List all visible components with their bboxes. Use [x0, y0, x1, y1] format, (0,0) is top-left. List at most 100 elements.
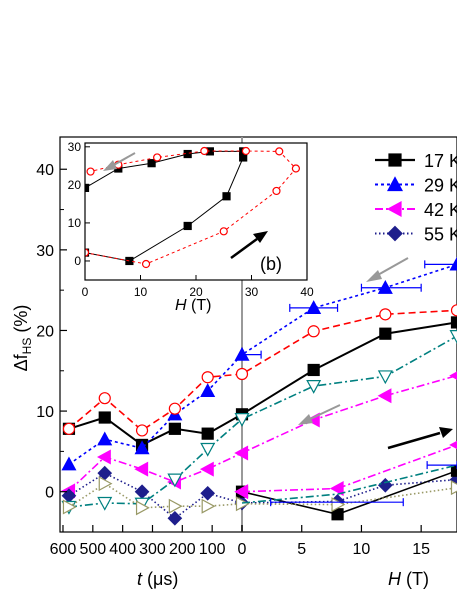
data-point-2-2 — [134, 461, 149, 477]
legend-entry-0: 17 K — [375, 151, 457, 171]
inset-panel-label: (b) — [260, 254, 282, 274]
data-point-7-1 — [329, 480, 344, 496]
inset-point-1-1 — [141, 259, 151, 269]
data-point-1-1 — [97, 431, 113, 446]
data-point-5-7 — [377, 370, 393, 385]
data-point-0-3 — [168, 422, 181, 435]
data-point-8-7 — [450, 480, 457, 496]
inset-x-axis-label-main: H — [175, 297, 187, 314]
series-6 — [235, 464, 457, 521]
data-point-0-1 — [98, 411, 111, 424]
t-tick-label-6: 0 — [238, 541, 247, 558]
data-point-8-0 — [62, 499, 77, 515]
series-0 — [62, 316, 457, 452]
data-point-4-3 — [168, 402, 181, 415]
x-axis-label-left-unit: (μs) — [142, 569, 178, 589]
legend-label-3: 55 K — [424, 225, 457, 245]
arrows-main — [298, 257, 453, 450]
data-point-4-2 — [135, 424, 149, 437]
data-point-5-3 — [167, 473, 183, 488]
legend-marker-1 — [386, 176, 404, 192]
data-point-1-4 — [200, 383, 216, 398]
x-axis-label-right: H (T) — [388, 569, 429, 589]
error-bar-4 — [424, 260, 457, 269]
series-2 — [61, 371, 457, 499]
inset-y-tick-label-1: 10 — [68, 216, 82, 230]
legend-entry-3: 55 K — [375, 225, 457, 245]
error-bar-5 — [426, 461, 457, 470]
data-point-8-6 — [331, 497, 346, 513]
series-line-2 — [68, 374, 457, 492]
series-line-0 — [68, 321, 457, 447]
inset-point-0-3 — [222, 192, 231, 201]
inset-plot — [85, 146, 300, 269]
t-tick-label-2: 400 — [109, 541, 136, 558]
legend-label-1: 29 K — [424, 176, 457, 196]
data-point-4-6 — [307, 325, 320, 338]
inset-point-1-4 — [291, 164, 300, 173]
y-tick-label-4: 40 — [36, 162, 54, 179]
series-line-4 — [68, 309, 457, 432]
inset-x-tick-label-2: 20 — [189, 285, 203, 299]
data-point-5-6 — [306, 379, 322, 394]
y-tick-label-1: 10 — [36, 404, 54, 421]
h-tick-label-3: 15 — [412, 541, 430, 558]
data-point-4-8 — [450, 304, 457, 317]
inset-y-tick-label-0: 0 — [74, 254, 81, 268]
data-point-4-1 — [98, 392, 111, 405]
data-point-5-5 — [234, 413, 250, 427]
data-point-8-2 — [135, 500, 150, 516]
t-tick-label-3: 300 — [139, 541, 166, 558]
series-8 — [62, 476, 457, 516]
inset-x-tick-label-3: 30 — [245, 285, 259, 299]
series-7 — [234, 440, 457, 500]
data-point-4-0 — [62, 422, 76, 435]
y-axis-label: ΔfHS (%) — [11, 305, 34, 372]
y-tick-label-0: 0 — [45, 485, 54, 502]
data-point-8-1 — [98, 476, 113, 492]
legend: 17 K 29 K 42 K 55 K — [375, 151, 457, 245]
inset-point-1-8 — [153, 153, 162, 162]
data-point-5-4 — [200, 442, 216, 457]
data-point-4-7 — [379, 308, 392, 321]
data-point-2-5 — [234, 445, 249, 461]
inset-point-0-1 — [125, 256, 134, 266]
y-axis-label-main: Δf — [11, 353, 31, 371]
data-point-5-1 — [97, 496, 113, 511]
inset-y-tick-label-3: 30 — [68, 140, 82, 154]
data-point-3-3 — [167, 510, 183, 526]
inset-point-1-6 — [241, 146, 251, 156]
data-point-8-3 — [168, 498, 183, 514]
inset-axes: 0 10 20 30 40 0 10 20 30 — [68, 140, 314, 299]
inset-point-1-10 — [86, 167, 95, 176]
data-point-2-8 — [449, 371, 457, 380]
inset-x-axis-label-unit: (T) — [187, 297, 212, 314]
main-plot-frame — [59, 136, 457, 533]
data-point-2-1 — [96, 449, 111, 465]
x-axis-label-left: t (μs) — [137, 569, 178, 589]
series-9 — [241, 464, 457, 504]
y-axis-label-unit: (%) — [11, 305, 31, 338]
data-point-6-2 — [450, 464, 457, 477]
inset-y-tick-label-2: 20 — [68, 178, 82, 192]
data-point-5-8 — [449, 330, 457, 344]
t-tick-label-1: 500 — [79, 541, 106, 558]
legend-entry-2: 42 K — [375, 200, 457, 220]
inset-x-tick-label-1: 10 — [134, 285, 148, 299]
series-line-9 — [241, 464, 457, 504]
inset-point-1-7 — [200, 146, 209, 156]
series-5 — [61, 330, 457, 515]
inset-point-1-3 — [272, 186, 281, 196]
series-3 — [61, 465, 457, 526]
legend-entry-1: 29 K — [375, 176, 457, 196]
inset-x-tick-label-4: 40 — [300, 285, 314, 299]
data-point-0-8 — [450, 316, 457, 329]
series-line-5 — [68, 335, 457, 508]
series-line-7 — [241, 444, 457, 493]
inset-arrow-gray-icon — [103, 152, 136, 171]
t-tick-label-4: 200 — [169, 541, 196, 558]
series-4 — [62, 304, 457, 437]
series-line-6 — [241, 469, 457, 516]
arrow-gray-lower-icon — [298, 404, 341, 425]
legend-label-0: 17 K — [424, 151, 457, 171]
